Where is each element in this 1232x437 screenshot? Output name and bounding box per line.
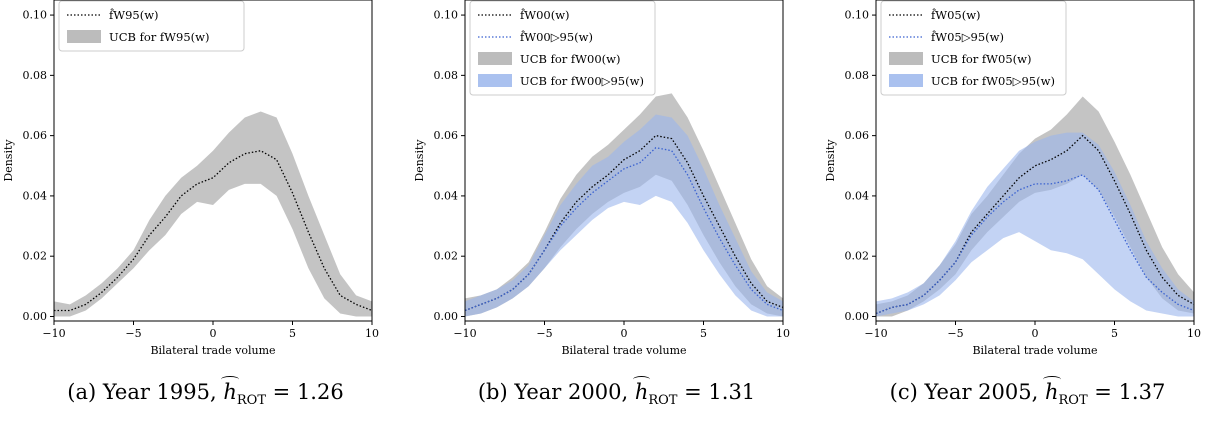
panel-b: −10 −5 0 5 10 0.00 0.02 0.04 0.06 0.08 0.10 Bilater… xyxy=(411,0,822,437)
caption-prefix: (b) Year 2000, xyxy=(477,380,635,404)
caption-b: (b) Year 2000, hROT = 1.31 xyxy=(411,380,822,408)
x-tick-label: 5 xyxy=(1111,327,1118,340)
legend-label: UCB for fW00(w) xyxy=(520,52,620,66)
caption-h: h xyxy=(1044,380,1059,404)
y-tick-label: 0.08 xyxy=(845,69,870,82)
x-tick-label: 10 xyxy=(365,327,379,340)
ucb-band xyxy=(54,111,372,317)
caption-value: = 1.37 xyxy=(1087,380,1166,404)
legend-label: UCB for fW05(w) xyxy=(931,52,1031,66)
caption-prefix: (a) Year 1995, xyxy=(67,380,224,404)
x-tick-label: 10 xyxy=(776,327,790,340)
y-tick-label: 0.06 xyxy=(434,129,459,142)
y-axis-label: Density xyxy=(413,139,426,182)
density-line xyxy=(875,174,1195,315)
y-tick-label: 0.08 xyxy=(434,69,459,82)
caption-prefix: (c) Year 2005, xyxy=(889,380,1045,404)
y-axis-label: Density xyxy=(824,139,837,182)
y-tick-label: 0.04 xyxy=(434,189,459,202)
x-tick-label: −10 xyxy=(453,327,476,340)
x-tick-label: 0 xyxy=(621,327,628,340)
x-axis-label: Bilateral trade volume xyxy=(561,344,686,357)
y-tick-label: 0.04 xyxy=(23,189,48,202)
x-axis-label: Bilateral trade volume xyxy=(972,344,1097,357)
y-tick-label: 0.06 xyxy=(23,129,48,142)
density-line xyxy=(464,146,784,312)
caption-h: h xyxy=(223,380,237,404)
legend-patch-swatch xyxy=(889,74,923,87)
y-tick-label: 0.00 xyxy=(23,310,48,323)
legend-patch-swatch xyxy=(889,52,923,65)
legend-patch-swatch xyxy=(67,30,101,43)
x-tick-label: 10 xyxy=(1187,327,1201,340)
legend-label: UCB for fW00▷95(w) xyxy=(520,74,644,88)
x-tick-label: −5 xyxy=(947,327,963,340)
legend-label: f̂W00(w) xyxy=(520,8,570,22)
ucb-band xyxy=(876,132,1194,317)
chart-panel-b: −10 −5 0 5 10 0.00 0.02 0.04 0.06 0.08 0.10 Bilater… xyxy=(413,0,790,357)
caption-h: h xyxy=(634,380,649,404)
x-tick-label: 5 xyxy=(289,327,296,340)
legend-label: UCB for fW05▷95(w) xyxy=(931,74,1055,88)
x-tick-label: 0 xyxy=(1032,327,1039,340)
chart-panel-a: −10 −5 0 5 10 0.00 0.02 0.04 0.06 0.08 0.10 Bilater… xyxy=(2,0,379,357)
x-tick-label: −10 xyxy=(42,327,65,340)
density-line xyxy=(54,150,373,312)
caption-sub: ROT xyxy=(1058,393,1088,409)
legend-label: f̂W05▷95(w) xyxy=(931,30,1004,44)
caption-c: (c) Year 2005, hROT = 1.37 xyxy=(822,380,1232,408)
caption-sub: ROT xyxy=(648,393,678,409)
density-line xyxy=(875,134,1195,315)
y-tick-label: 0.10 xyxy=(434,9,459,22)
y-tick-label: 0.08 xyxy=(23,69,48,82)
legend-box xyxy=(58,0,245,52)
x-tick-label: −5 xyxy=(536,327,552,340)
panel-c: −10 −5 0 5 10 0.00 0.02 0.04 0.06 0.08 0.10 Bilater… xyxy=(822,0,1232,437)
panel-a: −10 −5 0 5 10 0.00 0.02 0.04 0.06 0.08 0.10 Bilater… xyxy=(0,0,411,437)
x-tick-label: 5 xyxy=(700,327,707,340)
legend-box xyxy=(469,0,656,96)
y-tick-label: 0.10 xyxy=(845,9,870,22)
caption-value: = 1.26 xyxy=(266,380,344,404)
chart-panel-c: −10 −5 0 5 10 0.00 0.02 0.04 0.06 0.08 0.10 Bilater… xyxy=(824,0,1201,357)
x-tick-label: −5 xyxy=(125,327,141,340)
legend-patch-swatch xyxy=(478,52,512,65)
y-tick-label: 0.02 xyxy=(23,250,48,263)
y-tick-label: 0.10 xyxy=(23,9,48,22)
legend-label: f̂W00▷95(w) xyxy=(520,30,593,44)
y-tick-label: 0.04 xyxy=(845,189,870,202)
y-tick-label: 0.06 xyxy=(845,129,870,142)
x-tick-label: 0 xyxy=(210,327,217,340)
legend-box xyxy=(880,0,1067,96)
caption-sub: ROT xyxy=(236,393,266,409)
ucb-band xyxy=(465,114,783,317)
y-axis-label: Density xyxy=(2,139,15,182)
x-tick-label: −10 xyxy=(864,327,887,340)
legend-label: f̂W05(w) xyxy=(931,8,981,22)
legend-label: UCB for fW95(w) xyxy=(109,30,209,44)
legend-patch-swatch xyxy=(478,74,512,87)
legend-label: f̂W95(w) xyxy=(109,8,159,22)
y-tick-label: 0.02 xyxy=(845,250,870,263)
y-tick-label: 0.00 xyxy=(434,310,459,323)
caption-a: (a) Year 1995, hROT = 1.26 xyxy=(0,380,411,408)
x-axis-label: Bilateral trade volume xyxy=(150,344,275,357)
y-tick-label: 0.02 xyxy=(434,250,459,263)
caption-value: = 1.31 xyxy=(677,380,756,404)
y-tick-label: 0.00 xyxy=(845,310,870,323)
